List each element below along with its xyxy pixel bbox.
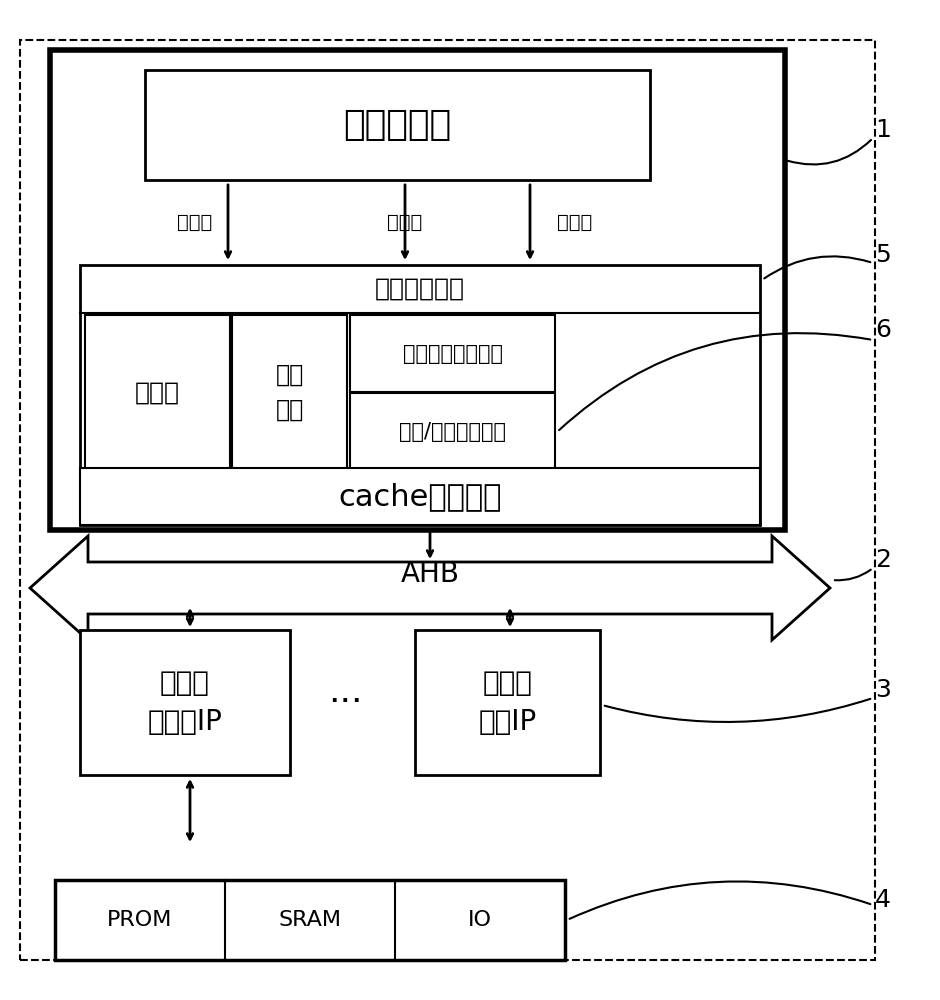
Text: ···: ··· [328,686,362,720]
Text: 写缓冲: 写缓冲 [135,380,180,404]
Text: PROM: PROM [107,910,173,930]
Text: SRAM: SRAM [278,910,341,930]
Text: cache总线接口: cache总线接口 [338,482,502,511]
Bar [50,50,785,530]
Bar [350,393,555,470]
Bar [80,468,760,525]
Text: 访问位宽判断单元: 访问位宽判断单元 [402,344,503,363]
Text: 其它的
功能IP: 其它的 功能IP [478,669,537,736]
Text: 1: 1 [875,118,891,142]
Text: 读数据: 读数据 [557,213,592,232]
Text: 2: 2 [875,548,891,572]
Text: IO: IO [468,910,492,930]
Text: 更新
策略: 更新 策略 [275,363,304,422]
Text: 6: 6 [875,318,891,342]
Bar [85,315,230,470]
Bar [415,630,600,775]
Bar [350,315,555,392]
Bar [55,880,565,960]
Bar [80,630,290,775]
Text: AHB: AHB [400,560,460,588]
Text: 命中判断逻辑: 命中判断逻辑 [375,277,465,301]
Text: 存储器
控制器IP: 存储器 控制器IP [148,669,223,736]
Bar [145,70,650,180]
Text: 写操作: 写操作 [178,213,212,232]
Text: 4: 4 [875,888,891,912]
Text: 3: 3 [875,678,891,702]
Bar [232,315,347,470]
Polygon shape [30,536,830,640]
Text: 指令流水线: 指令流水线 [343,108,451,142]
Text: 5: 5 [875,243,891,267]
Text: 位宽/地址转换单元: 位宽/地址转换单元 [399,422,506,442]
Text: 读操作: 读操作 [387,213,423,232]
Bar [80,265,760,525]
